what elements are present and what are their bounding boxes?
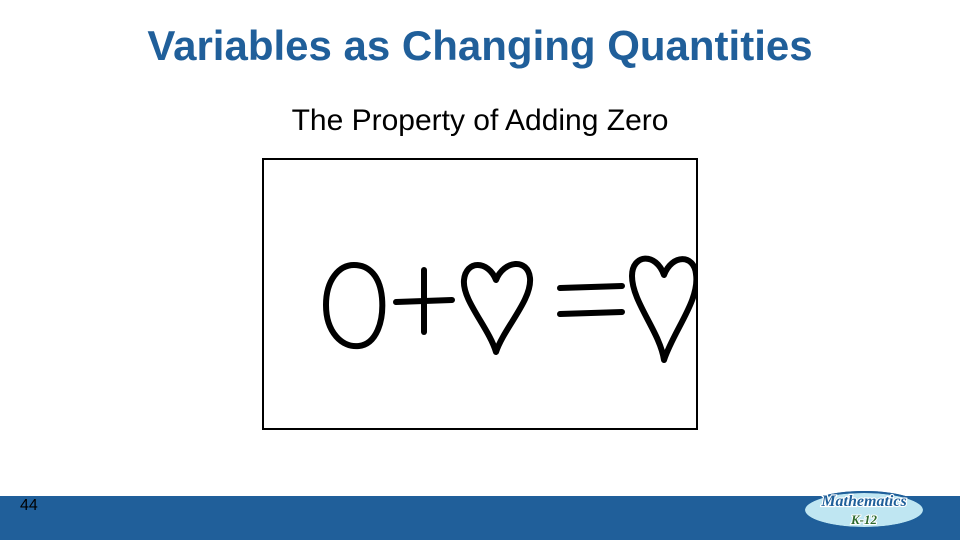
slide-title: Variables as Changing Quantities xyxy=(0,22,960,70)
logo-text-top: Mathematics xyxy=(820,493,906,510)
slide: Variables as Changing Quantities The Pro… xyxy=(0,0,960,540)
slide-subtitle: The Property of Adding Zero xyxy=(0,104,960,138)
equation-figure xyxy=(262,158,698,430)
logo-svg: Mathematics K-12 xyxy=(798,478,930,534)
equation-svg xyxy=(264,160,698,430)
page-number: 44 xyxy=(20,497,38,515)
logo-text-bottom: K-12 xyxy=(850,512,878,527)
mathematics-k12-logo: Mathematics K-12 xyxy=(798,478,930,534)
